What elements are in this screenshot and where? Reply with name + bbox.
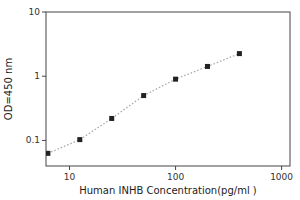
data-point — [205, 64, 210, 69]
y-tick — [42, 140, 46, 141]
data-point — [237, 51, 242, 56]
x-tick-label: 10 — [64, 172, 76, 182]
data-point — [109, 116, 114, 121]
data-line — [48, 54, 240, 154]
data-point — [46, 151, 50, 156]
data-point — [141, 93, 146, 98]
x-axis-label: Human INHB Concentration(pg/ml ) — [79, 185, 257, 196]
data-point — [77, 137, 82, 142]
x-tick — [69, 166, 70, 170]
y-tick — [42, 12, 46, 13]
x-tick-label: 100 — [167, 172, 184, 182]
y-tick-label: 0.1 — [26, 135, 40, 145]
y-tick-label: 10 — [29, 7, 41, 17]
plot-frame — [46, 12, 290, 166]
data-point — [173, 77, 178, 82]
x-tick-label: 1000 — [270, 172, 293, 182]
y-tick — [42, 76, 46, 77]
x-tick — [175, 166, 176, 170]
y-axis-label: OD=450 nm — [3, 58, 14, 120]
y-tick-label: 1 — [34, 71, 40, 81]
x-tick — [281, 166, 282, 170]
plot-area — [46, 51, 242, 156]
chart: 1010010000.1110Human INHB Concentration(… — [0, 0, 300, 200]
